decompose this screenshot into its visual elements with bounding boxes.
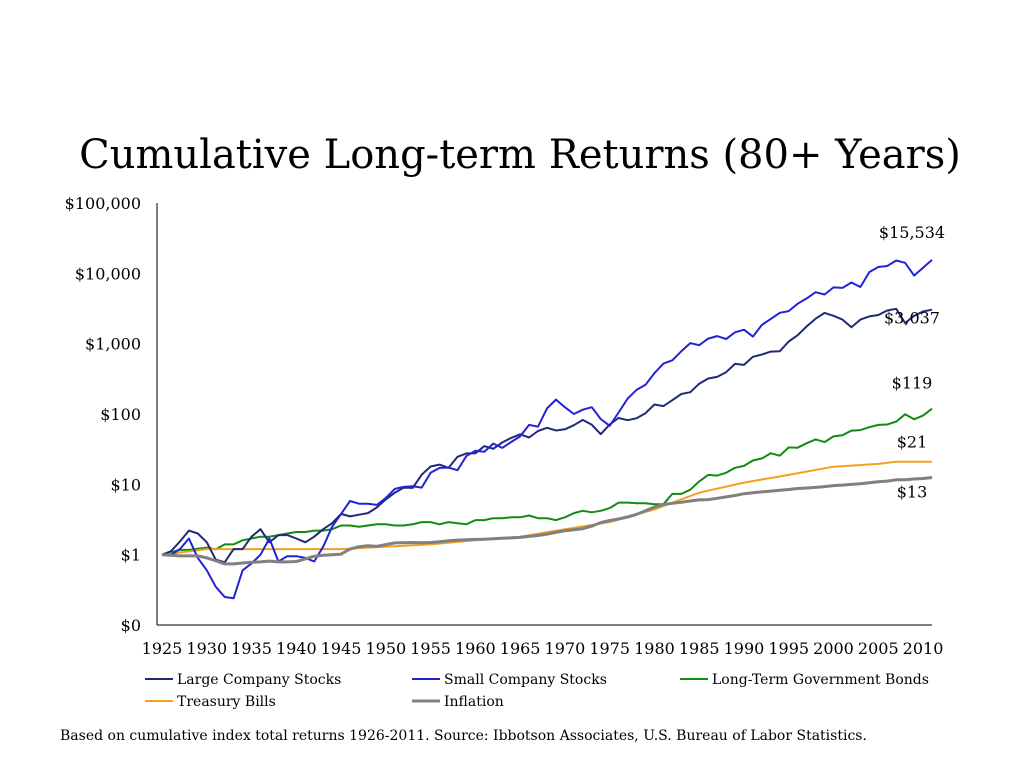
legend: Large Company Stocks Small Company Stocks…: [145, 672, 929, 710]
x-tick-label: 2010: [903, 639, 944, 658]
chart-title: Cumulative Long-term Returns (80+ Years): [79, 132, 961, 178]
legend-label: Small Company Stocks: [444, 672, 607, 688]
x-tick-label: 1985: [679, 639, 720, 658]
y-tick-label: $10,000: [75, 264, 141, 283]
end-value-label: $119: [892, 374, 933, 393]
y-tick-label: $10: [110, 475, 141, 494]
legend-label: Inflation: [444, 694, 504, 710]
x-tick-label: 1945: [321, 639, 362, 658]
x-tick-label: 1950: [365, 639, 406, 658]
legend-label: Large Company Stocks: [177, 672, 341, 688]
x-tick-label: 1965: [500, 639, 541, 658]
end-value-label: $15,534: [879, 223, 945, 242]
y-tick-label: $1: [121, 546, 141, 565]
series-line-treasury-bills: [161, 460, 932, 556]
end-value-label: $21: [897, 433, 928, 452]
x-axis: 1925 1930 1935 1940 1945 1950 1955 1960 1965 1970…: [142, 624, 944, 658]
x-tick-label: 1970: [545, 639, 586, 658]
end-value-label: $13: [897, 483, 928, 502]
x-tick-label: 2005: [858, 639, 899, 658]
y-tick-label: $100,000: [65, 194, 141, 213]
series-line-large-company-stocks: [161, 307, 933, 564]
x-tick-label: 1955: [410, 639, 451, 658]
series-line-inflation: [161, 476, 933, 566]
x-tick-label: 1975: [589, 639, 630, 658]
end-value-label: $3,037: [884, 309, 940, 328]
x-tick-label: 2000: [813, 639, 854, 658]
x-tick-label: 1940: [276, 639, 317, 658]
x-tick-label: 1960: [455, 639, 496, 658]
y-tick-label: $1,000: [85, 335, 141, 354]
footnote: Based on cumulative index total returns …: [60, 728, 867, 744]
y-tick-label: $100: [100, 405, 141, 424]
x-tick-label: 1935: [231, 639, 272, 658]
x-tick-label: 1980: [634, 639, 675, 658]
legend-label: Treasury Bills: [177, 694, 276, 710]
x-tick-label: 1990: [724, 639, 765, 658]
x-tick-label: 1925: [142, 639, 183, 658]
y-axis: $0 $1 $10 $100 $1,000 $10,000 $100,000: [65, 194, 158, 635]
series-lines: [161, 259, 933, 600]
x-tick-label: 1995: [768, 639, 809, 658]
series-line-long-term-government-bonds: [161, 407, 933, 556]
legend-label: Long-Term Government Bonds: [712, 672, 929, 688]
x-tick-label: 1930: [186, 639, 227, 658]
series-line-small-company-stocks: [162, 259, 933, 600]
y-tick-label: $0: [121, 616, 141, 635]
end-labels: $3,037 $15,534 $119 $21 $13: [879, 223, 945, 502]
